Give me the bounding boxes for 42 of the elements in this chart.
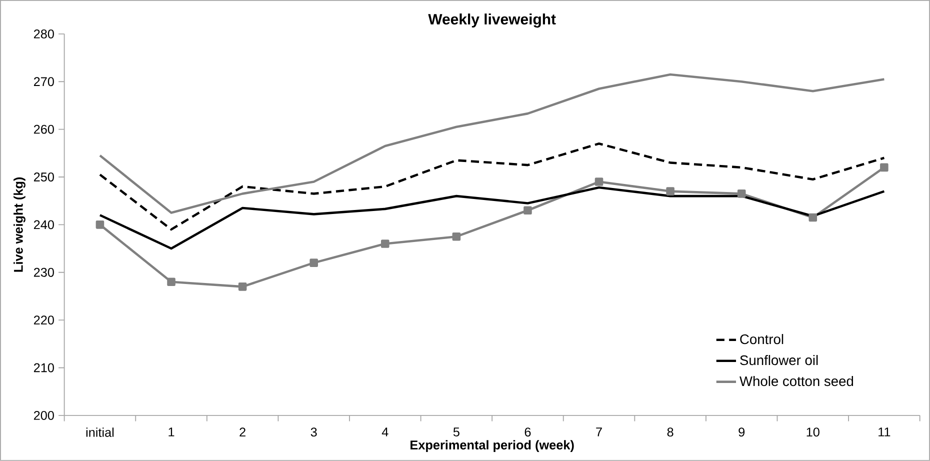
x-tick-label: 11 (878, 428, 890, 436)
x-tick-label: 4 (382, 428, 388, 436)
x-axis-title: Experimental period (week) (410, 440, 574, 452)
legend-label: Whole cotton seed (740, 376, 854, 386)
line-series (98, 73, 886, 214)
legend-label: Sunflower oil (740, 355, 818, 366)
y-tick-label: 230 (34, 268, 54, 277)
y-tick-label: 210 (34, 363, 54, 372)
y-tick-label: 220 (34, 316, 54, 325)
x-tick-label: 6 (524, 428, 531, 437)
x-tick-label: 9 (738, 428, 745, 437)
chart-title: Weekly liveweight (428, 14, 556, 28)
x-tick-label: 5 (453, 428, 460, 436)
x-tick-label: 7 (596, 428, 602, 436)
point (167, 278, 176, 286)
x-tick-label: initial (86, 428, 114, 437)
point (96, 220, 104, 229)
x-tick-label: 10 (806, 428, 820, 437)
point (880, 163, 888, 172)
x-tick-label: 2 (240, 428, 246, 436)
y-tick-label: 270 (34, 77, 54, 86)
y-tick-label: 250 (34, 172, 54, 182)
line-series (98, 142, 886, 231)
point (594, 178, 604, 186)
point (524, 206, 532, 215)
x-tick-label: 8 (667, 428, 674, 437)
point (737, 190, 746, 198)
point (666, 187, 674, 196)
legend-label: Control (740, 334, 784, 344)
point (310, 258, 318, 268)
x-tick-label: 1 (168, 428, 174, 436)
point (238, 282, 247, 291)
point (380, 240, 390, 248)
line-series (98, 186, 886, 250)
point (452, 232, 461, 241)
point (808, 213, 818, 222)
y-tick-label: 260 (34, 124, 54, 134)
x-tick-label: 3 (310, 428, 317, 437)
y-axis-title: Live weight (kg) (14, 177, 26, 272)
y-tick-label: 280 (34, 30, 54, 38)
y-tick-label: 200 (34, 411, 54, 420)
y-tick-label: 240 (34, 220, 54, 230)
